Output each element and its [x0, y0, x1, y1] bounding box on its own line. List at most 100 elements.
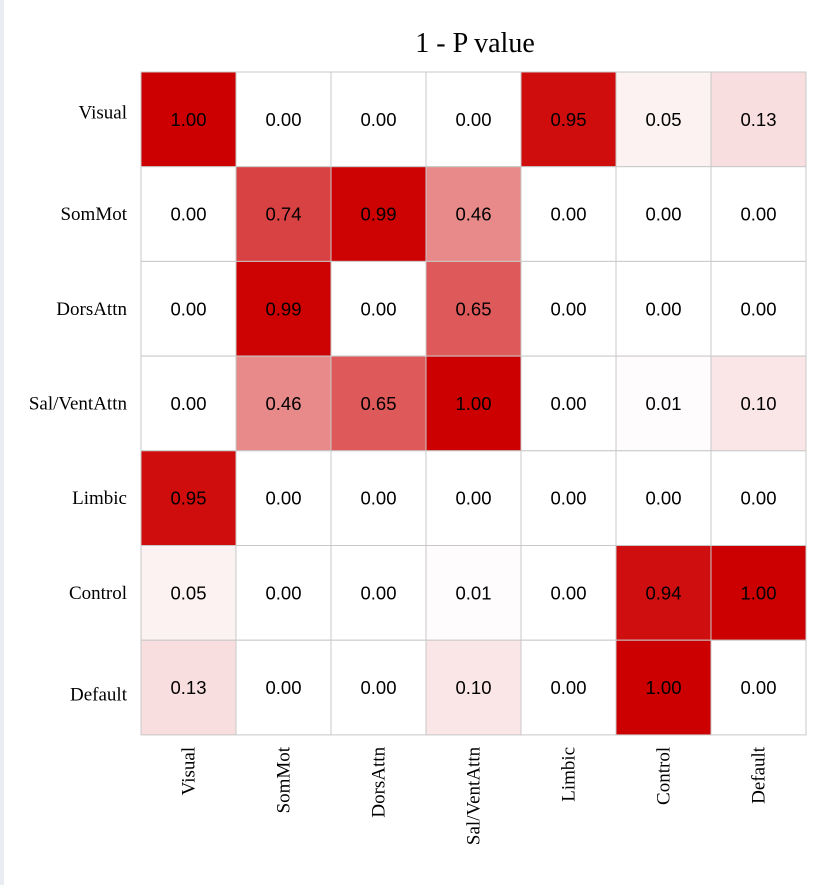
cell-value-label-sal-ventattn-dorsattn: 0.65 [360, 393, 396, 414]
column-label-limbic: Limbic [559, 747, 580, 802]
left-edge-strip [0, 0, 4, 885]
chart-title: 1 - P value [415, 28, 535, 59]
cell-value-label-sal-ventattn-sal-ventattn: 1.00 [455, 393, 491, 414]
heatmap-cell-control-limbic [520, 545, 617, 641]
row-label-control: Control [69, 583, 127, 604]
cell-value-label-control-visual: 0.05 [170, 582, 206, 603]
cell-value-label-limbic-dorsattn: 0.00 [360, 488, 396, 509]
cell-value-label-sommot-default: 0.00 [740, 204, 776, 225]
cell-value-label-dorsattn-limbic: 0.00 [550, 298, 586, 319]
cell-value-label-control-dorsattn: 0.00 [360, 582, 396, 603]
heatmap-cell-dorsattn-dorsattn [330, 260, 427, 357]
cell-value-label-default-control: 1.00 [645, 677, 681, 698]
heatmap-cell-limbic-visual [140, 450, 237, 546]
cell-value-label-dorsattn-control: 0.00 [645, 298, 681, 319]
heatmap-cell-dorsattn-sommot [235, 260, 332, 357]
heatmap-cell-sommot-sommot [235, 166, 332, 262]
heatmap-cell-default-sommot [235, 639, 332, 736]
heatmap-cell-visual-sommot [235, 71, 332, 168]
heatmap-cell-sommot-visual [140, 166, 237, 262]
cell-value-label-control-control: 0.94 [645, 582, 681, 603]
cell-value-label-limbic-default: 0.00 [740, 488, 776, 509]
cell-value-label-sommot-dorsattn: 0.99 [360, 204, 396, 225]
row-label-limbic: Limbic [72, 488, 127, 509]
column-label-visual: Visual [179, 747, 200, 795]
cell-value-label-limbic-sommot: 0.00 [265, 488, 301, 509]
cell-value-label-default-default: 0.00 [740, 677, 776, 698]
row-label-sommot: SomMot [60, 204, 127, 225]
cell-value-label-default-sommot: 0.00 [265, 677, 301, 698]
cell-value-label-sommot-control: 0.00 [645, 204, 681, 225]
cell-value-label-dorsattn-sommot: 0.99 [265, 298, 301, 319]
heatmap-cell-dorsattn-limbic [520, 260, 617, 357]
heatmap-cell-sommot-dorsattn [330, 166, 427, 262]
heatmap-cell-dorsattn-visual [140, 260, 237, 357]
cell-value-label-visual-dorsattn: 0.00 [360, 109, 396, 130]
cell-value-label-sommot-sommot: 0.74 [265, 204, 301, 225]
cell-value-label-sal-ventattn-visual: 0.00 [170, 393, 206, 414]
column-labels: Visual SomMot DorsAttn Sal/VentAttn Limbic Co… [179, 746, 770, 845]
heatmap-cell-control-dorsattn [330, 545, 427, 641]
heatmap-cell-sommot-limbic [520, 166, 617, 262]
cell-value-label-sommot-limbic: 0.00 [550, 204, 586, 225]
cell-value-label-default-sal-ventattn: 0.10 [455, 677, 491, 698]
heatmap-cell-sal-ventattn-dorsattn [330, 355, 427, 452]
cell-value-label-control-default: 1.00 [740, 582, 776, 603]
cell-value-label-control-sommot: 0.00 [265, 582, 301, 603]
heatmap-cell-limbic-default [710, 450, 807, 546]
heatmap-cell-control-sommot [235, 545, 332, 641]
cell-value-label-sal-ventattn-sommot: 0.46 [265, 393, 301, 414]
heatmap-cell-sal-ventattn-limbic [520, 355, 617, 452]
cell-value-label-control-sal-ventattn: 0.01 [455, 582, 491, 603]
column-label-dorsattn: DorsAttn [369, 746, 390, 817]
heatmap-cell-dorsattn-control [615, 260, 712, 357]
cell-value-label-visual-visual: 1.00 [170, 109, 206, 130]
heatmap-cell-sal-ventattn-default [710, 355, 807, 452]
cell-value-label-sommot-visual: 0.00 [170, 204, 206, 225]
row-labels: Visual SomMot DorsAttn Sal/VentAttn Limbic Co… [29, 102, 128, 705]
cell-value-label-visual-limbic: 0.95 [550, 109, 586, 130]
heatmap-cell-limbic-sal-ventattn [425, 450, 522, 546]
column-label-default: Default [749, 746, 770, 804]
cell-value-label-control-limbic: 0.00 [550, 582, 586, 603]
heatmap-cell-sommot-sal-ventattn [425, 166, 522, 262]
heatmap-cell-sal-ventattn-sal-ventattn [425, 355, 522, 452]
cell-value-label-visual-sommot: 0.00 [265, 109, 301, 130]
cell-value-label-sommot-sal-ventattn: 0.46 [455, 204, 491, 225]
cell-value-label-dorsattn-dorsattn: 0.00 [360, 298, 396, 319]
heatmap-cell-default-limbic [520, 639, 617, 736]
heatmap-cell-sommot-control [615, 166, 712, 262]
cell-value-label-limbic-limbic: 0.00 [550, 488, 586, 509]
cell-value-label-default-dorsattn: 0.00 [360, 677, 396, 698]
heatmap-cell-sommot-default [710, 166, 807, 262]
heatmap-cell-dorsattn-default [710, 260, 807, 357]
cell-value-label-default-visual: 0.13 [170, 677, 206, 698]
cell-value-label-visual-control: 0.05 [645, 109, 681, 130]
cell-value-label-sal-ventattn-control: 0.01 [645, 393, 681, 414]
row-label-dorsattn: DorsAttn [56, 299, 127, 320]
cell-value-label-dorsattn-sal-ventattn: 0.65 [455, 298, 491, 319]
cell-value-label-limbic-visual: 0.95 [170, 488, 206, 509]
heatmap-cell-dorsattn-sal-ventattn [425, 260, 522, 357]
cell-value-label-dorsattn-visual: 0.00 [170, 298, 206, 319]
cell-value-label-sal-ventattn-limbic: 0.00 [550, 393, 586, 414]
cell-value-label-dorsattn-default: 0.00 [740, 298, 776, 319]
heatmap-cell-limbic-limbic [520, 450, 617, 546]
column-label-sal-ventattn: Sal/VentAttn [464, 746, 485, 845]
row-label-default: Default [70, 685, 128, 706]
heatmap-cell-default-sal-ventattn [425, 639, 522, 736]
cell-value-label-visual-sal-ventattn: 0.00 [455, 109, 491, 130]
heatmap-cell-sal-ventattn-sommot [235, 355, 332, 452]
cell-value-label-visual-default: 0.13 [740, 109, 776, 130]
column-label-control: Control [654, 747, 675, 805]
heatmap-cell-default-default [710, 639, 807, 736]
cell-value-label-sal-ventattn-default: 0.10 [740, 393, 776, 414]
cell-value-label-default-limbic: 0.00 [550, 677, 586, 698]
heatmap-cells: 1.00 0.00 0.00 0.00 0.95 0.05 0.13 0.00 0.74 0.99… [140, 71, 807, 736]
heatmap-cell-control-visual [140, 545, 237, 641]
row-label-sal-ventattn: Sal/VentAttn [29, 393, 128, 414]
column-label-sommot: SomMot [274, 746, 295, 813]
heatmap-cell-limbic-control [615, 450, 712, 546]
heatmap-cell-default-control [615, 639, 712, 736]
